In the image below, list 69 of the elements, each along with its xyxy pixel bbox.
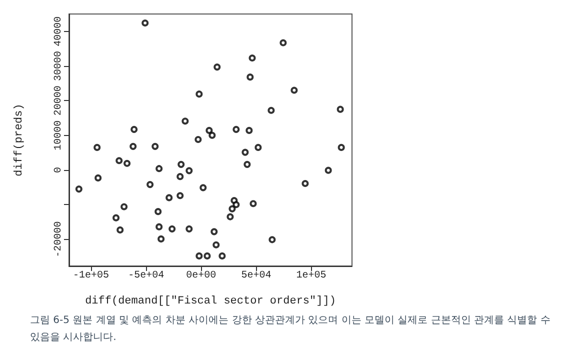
point	[142, 20, 149, 27]
point	[166, 194, 173, 202]
point	[242, 148, 249, 156]
y-tick-label: 40000	[54, 16, 64, 46]
point	[250, 200, 257, 208]
point	[206, 126, 213, 134]
point	[124, 160, 131, 167]
point	[156, 165, 163, 172]
x-axis-title: diff(demand[["Fiscal sector orders"]])	[85, 296, 336, 308]
point	[228, 205, 236, 212]
point	[338, 144, 345, 151]
point	[156, 223, 163, 230]
point	[194, 136, 202, 143]
point	[244, 160, 251, 168]
point	[268, 106, 275, 114]
point	[94, 174, 102, 182]
point	[75, 186, 82, 193]
point	[210, 228, 218, 236]
x-tick-label: 1e+05	[296, 270, 326, 282]
point	[336, 106, 344, 113]
y-tick-label: -20000	[54, 221, 64, 258]
point	[248, 54, 256, 62]
point	[212, 241, 220, 248]
point	[154, 208, 162, 216]
point	[214, 64, 221, 71]
point	[152, 142, 159, 150]
point	[268, 236, 276, 244]
point	[290, 86, 298, 94]
point	[254, 144, 262, 151]
caption: 그림 6-5 원본 계열 및 예측의 차분 사이에는 강한 상관관계가 있으며 이는 모델이 실제로 근본적인 관계를 식별할 수 있음을 시사합니다.	[29, 314, 552, 345]
point	[116, 157, 123, 164]
point	[186, 225, 193, 232]
point	[232, 126, 240, 133]
y-tick-label: 10000	[54, 120, 64, 150]
point	[130, 126, 138, 133]
point	[168, 225, 176, 232]
point	[204, 252, 211, 260]
x-tick-label: 0e+00	[186, 270, 216, 282]
x-tick-label: 5e+04	[241, 270, 272, 282]
point	[232, 201, 240, 208]
point	[158, 235, 165, 242]
y-tick-label: 20000	[54, 86, 64, 116]
point	[218, 252, 226, 260]
point	[324, 166, 332, 174]
y-tick-label: 0	[54, 166, 64, 173]
point	[146, 181, 154, 188]
point	[186, 167, 193, 174]
point	[112, 214, 120, 222]
y-axis-title: diff(preds)	[14, 104, 26, 176]
point	[120, 203, 128, 210]
point	[176, 192, 184, 200]
point	[116, 226, 124, 234]
point	[302, 180, 309, 187]
x-tick-label: -5e+04	[128, 270, 164, 282]
y-tick-label: 30000	[54, 50, 64, 81]
point	[280, 39, 287, 46]
point	[226, 213, 234, 220]
x-tick-label: -1e+05	[73, 270, 110, 282]
point	[196, 90, 203, 98]
point	[196, 252, 203, 260]
point	[178, 160, 185, 168]
point	[94, 144, 101, 151]
point	[130, 142, 137, 150]
point	[208, 132, 216, 139]
point	[246, 126, 253, 134]
point	[176, 173, 184, 180]
point	[246, 74, 254, 81]
point	[182, 118, 189, 125]
point	[200, 184, 207, 192]
